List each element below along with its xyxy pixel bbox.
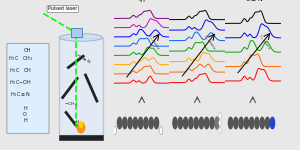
Circle shape <box>250 117 254 129</box>
Ellipse shape <box>76 122 85 134</box>
Title: -C$\equiv$N: -C$\equiv$N <box>243 0 263 3</box>
Circle shape <box>270 117 274 129</box>
Ellipse shape <box>79 121 83 128</box>
Title: -H: -H <box>138 0 145 3</box>
Text: Pulsed laser: Pulsed laser <box>48 6 77 12</box>
Circle shape <box>123 117 127 129</box>
Circle shape <box>214 117 219 129</box>
Circle shape <box>184 117 188 129</box>
Circle shape <box>128 117 132 129</box>
Text: H$_3$C   CH$_3$: H$_3$C CH$_3$ <box>8 54 33 63</box>
Text: $-$CH$_3$: $-$CH$_3$ <box>64 100 78 108</box>
Circle shape <box>260 117 264 129</box>
Text: C₂ chains: C₂ chains <box>147 34 160 50</box>
Circle shape <box>160 126 163 135</box>
Circle shape <box>228 117 233 129</box>
Text: H$_3$C$-$OH: H$_3$C$-$OH <box>9 78 32 87</box>
Circle shape <box>178 117 182 129</box>
Circle shape <box>149 117 153 129</box>
Circle shape <box>210 117 214 129</box>
FancyBboxPatch shape <box>7 44 49 134</box>
Circle shape <box>219 112 221 119</box>
Text: H$_3$C$\equiv$N: H$_3$C$\equiv$N <box>10 90 31 99</box>
FancyBboxPatch shape <box>59 135 103 140</box>
Circle shape <box>133 117 137 129</box>
Text: H: H <box>23 105 27 111</box>
Text: H$_3$C   OH: H$_3$C OH <box>9 66 32 75</box>
Text: H: H <box>23 117 27 123</box>
Circle shape <box>144 117 148 129</box>
Text: OH: OH <box>24 48 32 54</box>
Title: -CH$_3$: -CH$_3$ <box>189 0 205 3</box>
Circle shape <box>113 126 116 135</box>
Circle shape <box>255 117 259 129</box>
Circle shape <box>117 117 122 129</box>
Circle shape <box>139 117 143 129</box>
Circle shape <box>194 117 198 129</box>
Circle shape <box>173 117 177 129</box>
Circle shape <box>189 117 193 129</box>
Text: C₂ chains: C₂ chains <box>203 34 215 50</box>
Text: $-$H: $-$H <box>72 118 80 125</box>
Text: $-$C$\equiv$N: $-$C$\equiv$N <box>74 51 92 65</box>
Ellipse shape <box>59 34 103 41</box>
Circle shape <box>234 117 238 129</box>
Text: O: O <box>23 111 27 117</box>
FancyBboxPatch shape <box>59 38 103 135</box>
FancyBboxPatch shape <box>71 28 82 37</box>
Circle shape <box>265 117 270 129</box>
Circle shape <box>219 120 221 126</box>
Circle shape <box>219 127 221 134</box>
Circle shape <box>154 117 159 129</box>
Text: C₂ chains: C₂ chains <box>258 34 271 50</box>
Circle shape <box>244 117 248 129</box>
Circle shape <box>239 117 243 129</box>
Circle shape <box>199 117 203 129</box>
Circle shape <box>205 117 209 129</box>
